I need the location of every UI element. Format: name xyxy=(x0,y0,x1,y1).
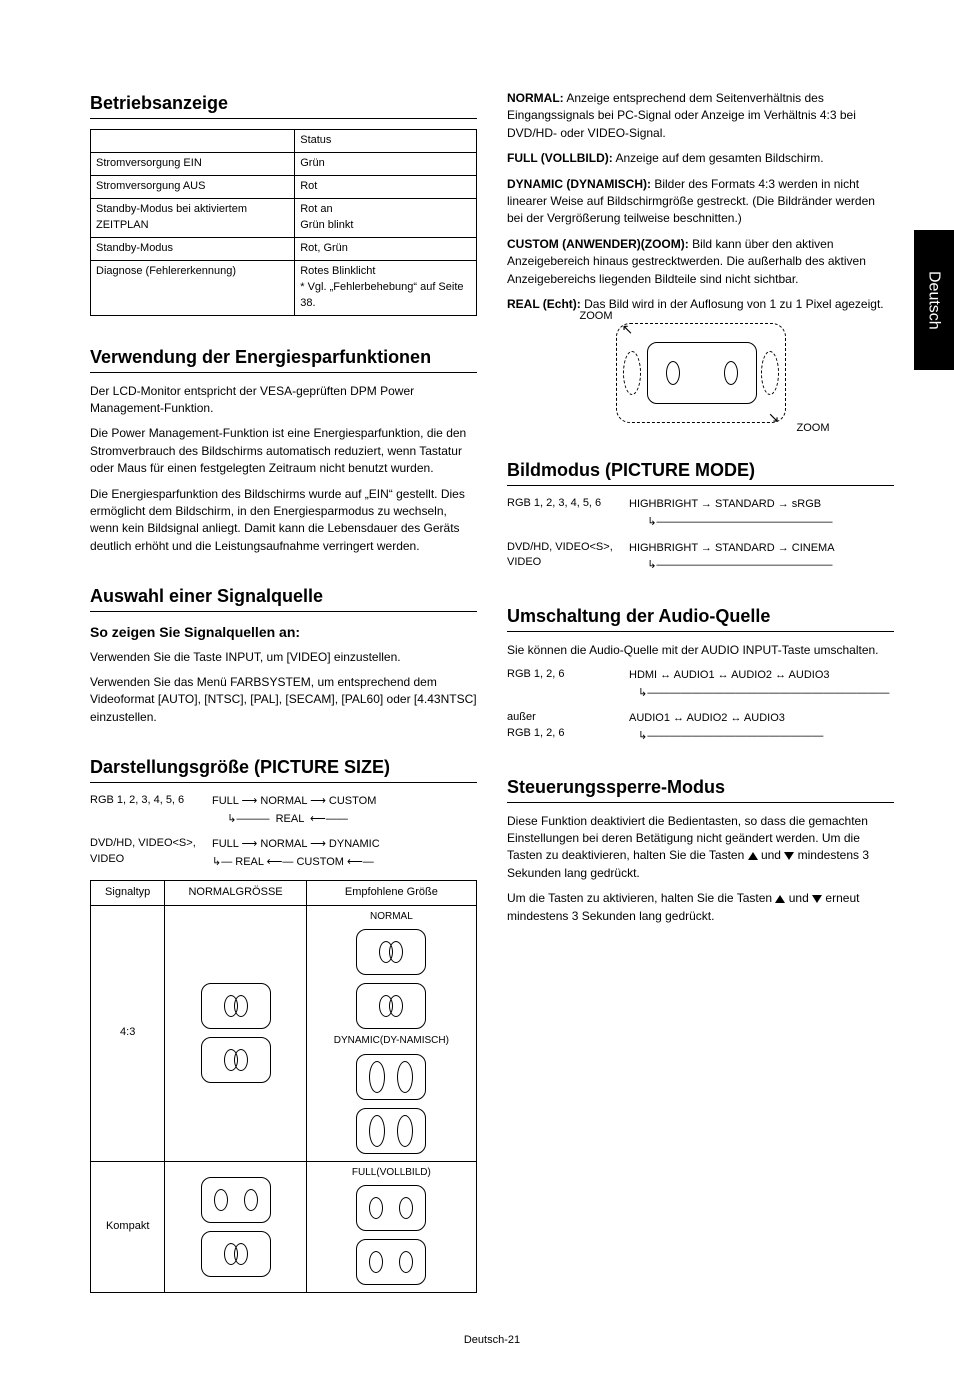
up-triangle-icon xyxy=(775,895,785,903)
status-r1c0: Stromversorgung AUS xyxy=(91,175,295,198)
picsize-th-empfohlen: Empfohlene Größe xyxy=(306,880,476,905)
heading-signalquelle: Auswahl einer Signalquelle xyxy=(90,583,477,612)
status-r0c1: Grün xyxy=(295,153,477,176)
zoom-figure: ZOOM ↖ ↘ ZOOM xyxy=(507,323,894,429)
picsize-flow-video-seq: FULL ⟶ NORMAL ⟶ DYNAMIC ↳— REAL ⟵— CUSTO… xyxy=(212,836,380,871)
picsize-flow-rgb-seq: FULL ⟶ NORMAL ⟶ CUSTOM ↳——— REAL ⟵—— xyxy=(212,793,376,828)
picsize-row2-rec-label: FULL(VOLLBILD) xyxy=(352,1166,431,1181)
subheading-signalquelle: So zeigen Sie Signalquellen an: xyxy=(90,622,477,642)
down-triangle-icon xyxy=(812,895,822,903)
mode-def-full: FULL (VOLLBILD): Anzeige auf dem gesamte… xyxy=(507,150,894,167)
status-head-status: Status xyxy=(295,130,477,153)
screen-icon xyxy=(356,1239,426,1285)
screen-icon xyxy=(201,1231,271,1277)
page-columns: Betriebsanzeige Status Stromversorgung E… xyxy=(90,90,894,1293)
picsize-flow-rgb: RGB 1, 2, 3, 4, 5, 6 FULL ⟶ NORMAL ⟶ CUS… xyxy=(90,793,477,828)
picsize-row2-label: Kompakt xyxy=(91,1161,165,1293)
lock-para-1: Diese Funktion deaktiviert die Bedientas… xyxy=(507,813,894,883)
picsize-flow-video: DVD/HD, VIDEO<S>, VIDEO FULL ⟶ NORMAL ⟶ … xyxy=(90,836,477,871)
left-column: Betriebsanzeige Status Stromversorgung E… xyxy=(90,90,477,1293)
language-side-tab: Deutsch xyxy=(914,230,954,370)
picmode-flow-video-seq: HIGHBRIGHT → STANDARD → CINEMA ↳————————… xyxy=(629,540,835,575)
mode-def-real: REAL (Echt): Das Bild wird in der Auflos… xyxy=(507,296,894,313)
picmode-flow-rgb-seq: HIGHBRIGHT → STANDARD → sRGB ↳——————————… xyxy=(629,496,833,531)
picmode-flow-rgb: RGB 1, 2, 3, 4, 5, 6 HIGHBRIGHT → STANDA… xyxy=(507,496,894,531)
picture-size-table: Signaltyp NORMALGRÖSSE Empfohlene Größe … xyxy=(90,880,477,1293)
status-r2c0: Standby-Modus bei aktiviertem ZEITPLAN xyxy=(91,198,295,237)
status-r3c0: Standby-Modus xyxy=(91,237,295,260)
audio-flow-rgb-seq: HDMI ↔ AUDIO1 ↔ AUDIO2 ↔ AUDIO3 ↳———————… xyxy=(629,667,889,702)
signal-para-1: Verwenden Sie die Taste INPUT, um [VIDEO… xyxy=(90,649,477,666)
heading-picture-mode: Bildmodus (PICTURE MODE) xyxy=(507,457,894,486)
page-footer: Deutsch-21 xyxy=(90,1333,894,1349)
screen-icon xyxy=(201,1037,271,1083)
status-r2c1: Rot an Grün blinkt xyxy=(295,198,477,237)
down-triangle-icon xyxy=(784,852,794,860)
heading-energiespar: Verwendung der Energiesparfunktionen xyxy=(90,344,477,373)
zoom-ghost-icon xyxy=(623,351,641,395)
picmode-flow-video-label: DVD/HD, VIDEO<S>, VIDEO xyxy=(507,540,617,572)
picsize-row1-rec-top-label: NORMAL xyxy=(370,910,413,925)
picsize-th-signaltyp: Signaltyp xyxy=(91,880,165,905)
audio-flow-rgb-label: RGB 1, 2, 6 xyxy=(507,667,617,683)
zoom-outer-icon xyxy=(616,323,786,423)
audio-flow-other-label: außer RGB 1, 2, 6 xyxy=(507,710,617,742)
screen-icon xyxy=(201,983,271,1029)
up-triangle-icon xyxy=(748,852,758,860)
picsize-row1-rec: NORMAL DYNAMIC(DY-NAMISCH) xyxy=(306,905,476,1161)
heading-betriebsanzeige: Betriebsanzeige xyxy=(90,90,477,119)
status-r4c0: Diagnose (Fehlererkennung) xyxy=(91,260,295,315)
audio-flow-other: außer RGB 1, 2, 6 AUDIO1 ↔ AUDIO2 ↔ AUDI… xyxy=(507,710,894,745)
picsize-flow-video-label: DVD/HD, VIDEO<S>, VIDEO xyxy=(90,836,200,868)
status-indicator-table: Status Stromversorgung EINGrün Stromvers… xyxy=(90,129,477,315)
zoom-inner-icon xyxy=(647,342,757,404)
screen-icon xyxy=(356,929,426,975)
zoom-arrow-icon: ↘ xyxy=(768,407,780,427)
status-r1c1: Rot xyxy=(295,175,477,198)
status-head-blank xyxy=(91,130,295,153)
energie-para-3: Die Energiesparfunktion des Bildschirms … xyxy=(90,486,477,556)
audio-flow-other-seq: AUDIO1 ↔ AUDIO2 ↔ AUDIO3 ↳——————————————… xyxy=(629,710,823,745)
mode-def-custom: CUSTOM (ANWENDER)(ZOOM): Bild kann über … xyxy=(507,236,894,288)
heading-picture-size: Darstellungsgröße (PICTURE SIZE) xyxy=(90,754,477,783)
mode-def-normal: NORMAL: Anzeige entsprechend dem Seitenv… xyxy=(507,90,894,142)
screen-icon xyxy=(356,983,426,1029)
status-r4c1: Rotes Blinklicht * Vgl. „Fehlerbehebung“… xyxy=(295,260,477,315)
picsize-row1-label: 4:3 xyxy=(91,905,165,1161)
right-column: NORMAL: Anzeige entsprechend dem Seitenv… xyxy=(507,90,894,1293)
audio-flow-rgb: RGB 1, 2, 6 HDMI ↔ AUDIO1 ↔ AUDIO2 ↔ AUD… xyxy=(507,667,894,702)
picmode-flow-video: DVD/HD, VIDEO<S>, VIDEO HIGHBRIGHT → STA… xyxy=(507,540,894,575)
screen-icon xyxy=(356,1054,426,1100)
audio-para: Sie können die Audio-Quelle mit der AUDI… xyxy=(507,642,894,659)
energie-para-2: Die Power Management-Funktion ist eine E… xyxy=(90,425,477,477)
picsize-row1-rec-bot-label: DYNAMIC(DY-NAMISCH) xyxy=(334,1034,449,1049)
picsize-row2-rec: FULL(VOLLBILD) xyxy=(306,1161,476,1293)
picsize-th-normal: NORMALGRÖSSE xyxy=(165,880,306,905)
picsize-row1-normal xyxy=(165,905,306,1161)
status-r3c1: Rot, Grün xyxy=(295,237,477,260)
picmode-flow-rgb-label: RGB 1, 2, 3, 4, 5, 6 xyxy=(507,496,617,512)
zoom-label-br: ZOOM xyxy=(797,421,830,437)
mode-def-dynamic: DYNAMIC (DYNAMISCH): Bilder des Formats … xyxy=(507,176,894,228)
energie-para-1: Der LCD-Monitor entspricht der VESA-gepr… xyxy=(90,383,477,418)
status-r0c0: Stromversorgung EIN xyxy=(91,153,295,176)
picsize-flow-rgb-label: RGB 1, 2, 3, 4, 5, 6 xyxy=(90,793,200,809)
picsize-row2-normal xyxy=(165,1161,306,1293)
screen-icon xyxy=(356,1185,426,1231)
screen-icon xyxy=(201,1177,271,1223)
zoom-ghost-icon xyxy=(761,351,779,395)
zoom-label-tl: ZOOM xyxy=(580,309,613,325)
lock-para-2: Um die Tasten zu aktivieren, halten Sie … xyxy=(507,890,894,925)
heading-control-lock: Steuerungssperre-Modus xyxy=(507,774,894,803)
heading-audio-switch: Umschaltung der Audio-Quelle xyxy=(507,603,894,632)
screen-icon xyxy=(356,1108,426,1154)
signal-para-2: Verwenden Sie das Menü FARBSYSTEM, um en… xyxy=(90,674,477,726)
